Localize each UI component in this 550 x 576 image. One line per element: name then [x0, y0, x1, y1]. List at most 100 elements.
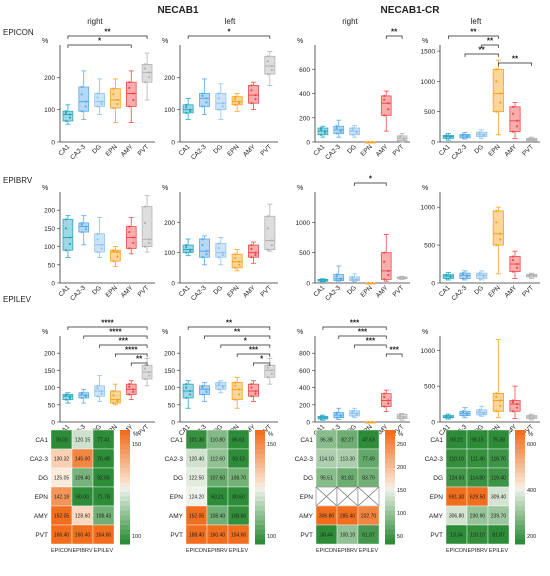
- data-point: [319, 415, 323, 419]
- significance-label: *: [260, 355, 264, 364]
- legend-gradient-step: [515, 496, 525, 502]
- x-tick-label: PVT: [137, 284, 151, 298]
- y-axis-label: %: [42, 329, 48, 336]
- box-body: [231, 382, 243, 401]
- data-point: [319, 126, 323, 130]
- data-point: [528, 275, 531, 279]
- y-tick-label: 0: [306, 420, 310, 427]
- heatmap-cell: 691.30: [445, 486, 468, 507]
- data-point: [201, 237, 204, 241]
- data-point: [132, 388, 135, 391]
- cell-value: 128.60: [75, 514, 91, 520]
- heatmap-cell: 60.00: [71, 486, 94, 507]
- legend-gradient-step: [515, 491, 525, 497]
- legend-gradient-step: [385, 482, 395, 488]
- box-PVT: [141, 357, 153, 387]
- heatmap-cell: 114.10: [315, 448, 338, 469]
- box-body: [199, 385, 210, 395]
- box-body: [62, 110, 74, 122]
- data-point: [461, 414, 465, 417]
- data-point: [319, 417, 323, 421]
- data-point: [528, 273, 531, 276]
- box-EPN: [231, 93, 243, 112]
- data-point: [100, 100, 103, 103]
- significance-label: ***: [249, 346, 259, 355]
- row-label-epicon: EPICON: [3, 28, 34, 37]
- x-tick-label: AMY: [503, 284, 518, 299]
- significance-bracket: **: [130, 355, 148, 366]
- data-point: [511, 270, 515, 273]
- data-point: [221, 253, 224, 257]
- legend-unit: %: [528, 432, 534, 438]
- heatmap-cell: 154.60: [227, 524, 250, 545]
- x-tick-label: CA2-3: [324, 284, 342, 302]
- y-tick-label: 0: [431, 420, 435, 427]
- data-point: [250, 256, 253, 259]
- heatmap-cell: 93.13: [227, 448, 250, 469]
- data-point: [116, 398, 119, 401]
- data-point: [367, 140, 370, 144]
- data-point: [532, 139, 535, 142]
- data-point: [266, 73, 269, 76]
- legend-gradient-step: [120, 496, 130, 502]
- y-tick-label: 500: [424, 384, 435, 391]
- data-point: [445, 415, 448, 418]
- data-point: [335, 132, 338, 135]
- heatmap-cell: 100.60: [227, 505, 250, 526]
- cell-value: 110.10: [449, 457, 464, 463]
- data-point: [147, 76, 151, 79]
- data-point: [339, 128, 342, 131]
- cell-value: 118.70: [491, 457, 506, 463]
- heatmap-cell: 82.27: [336, 429, 359, 450]
- x-tick-label: DG: [91, 284, 103, 296]
- legend-gradient-step: [385, 472, 395, 478]
- heatmap-cell: 110.80: [206, 429, 229, 450]
- data-point: [511, 130, 515, 133]
- cell-value: 230.90: [470, 514, 486, 520]
- box-DG: [94, 375, 105, 402]
- y-tick-label: 100: [164, 107, 175, 114]
- row-label-epibrv: EPIBRV: [3, 176, 33, 185]
- significance-label: **: [487, 37, 494, 46]
- data-point: [217, 383, 220, 386]
- box-CA2-3: [333, 407, 345, 420]
- legend-tick-label: 400: [527, 488, 536, 494]
- data-point: [68, 242, 72, 245]
- data-point: [80, 396, 83, 400]
- legend-gradient-step: [515, 463, 525, 469]
- data-point: [80, 110, 83, 113]
- x-tick-label: DG: [473, 143, 485, 155]
- box-CA1: [62, 104, 74, 125]
- data-point: [266, 364, 269, 367]
- significance-bracket: ***: [338, 328, 387, 339]
- data-point: [250, 383, 253, 386]
- cell-value: 285.40: [340, 514, 356, 520]
- data-point: [445, 277, 448, 280]
- significance-label: *: [369, 175, 373, 184]
- box-AMY: [125, 217, 137, 255]
- heatmap-cell: 76.48: [92, 448, 115, 469]
- x-tick-label: DG: [212, 143, 224, 155]
- data-point: [96, 96, 99, 99]
- data-point: [205, 253, 208, 256]
- data-point: [201, 105, 204, 108]
- heatmap-row-label: CA1: [35, 437, 48, 444]
- legend-gradient-step: [515, 434, 525, 440]
- data-point: [112, 106, 115, 110]
- heatmap-row-label: PVT: [35, 532, 48, 539]
- y-tick-label: 1000: [421, 79, 436, 86]
- legend-gradient-step: [120, 434, 130, 440]
- legend-gradient-step: [255, 520, 265, 526]
- data-point: [351, 411, 354, 414]
- col-label-left-1: left: [225, 17, 236, 26]
- legend-gradient-step: [515, 534, 525, 540]
- data-point: [221, 102, 224, 105]
- legend-gradient-step: [255, 430, 265, 436]
- heatmap-cell: 113.30: [336, 448, 359, 469]
- box-body: [492, 210, 504, 246]
- data-point: [205, 101, 208, 104]
- heatmap-cell: 108.43: [92, 505, 115, 526]
- cell-value: 81.87: [492, 533, 505, 539]
